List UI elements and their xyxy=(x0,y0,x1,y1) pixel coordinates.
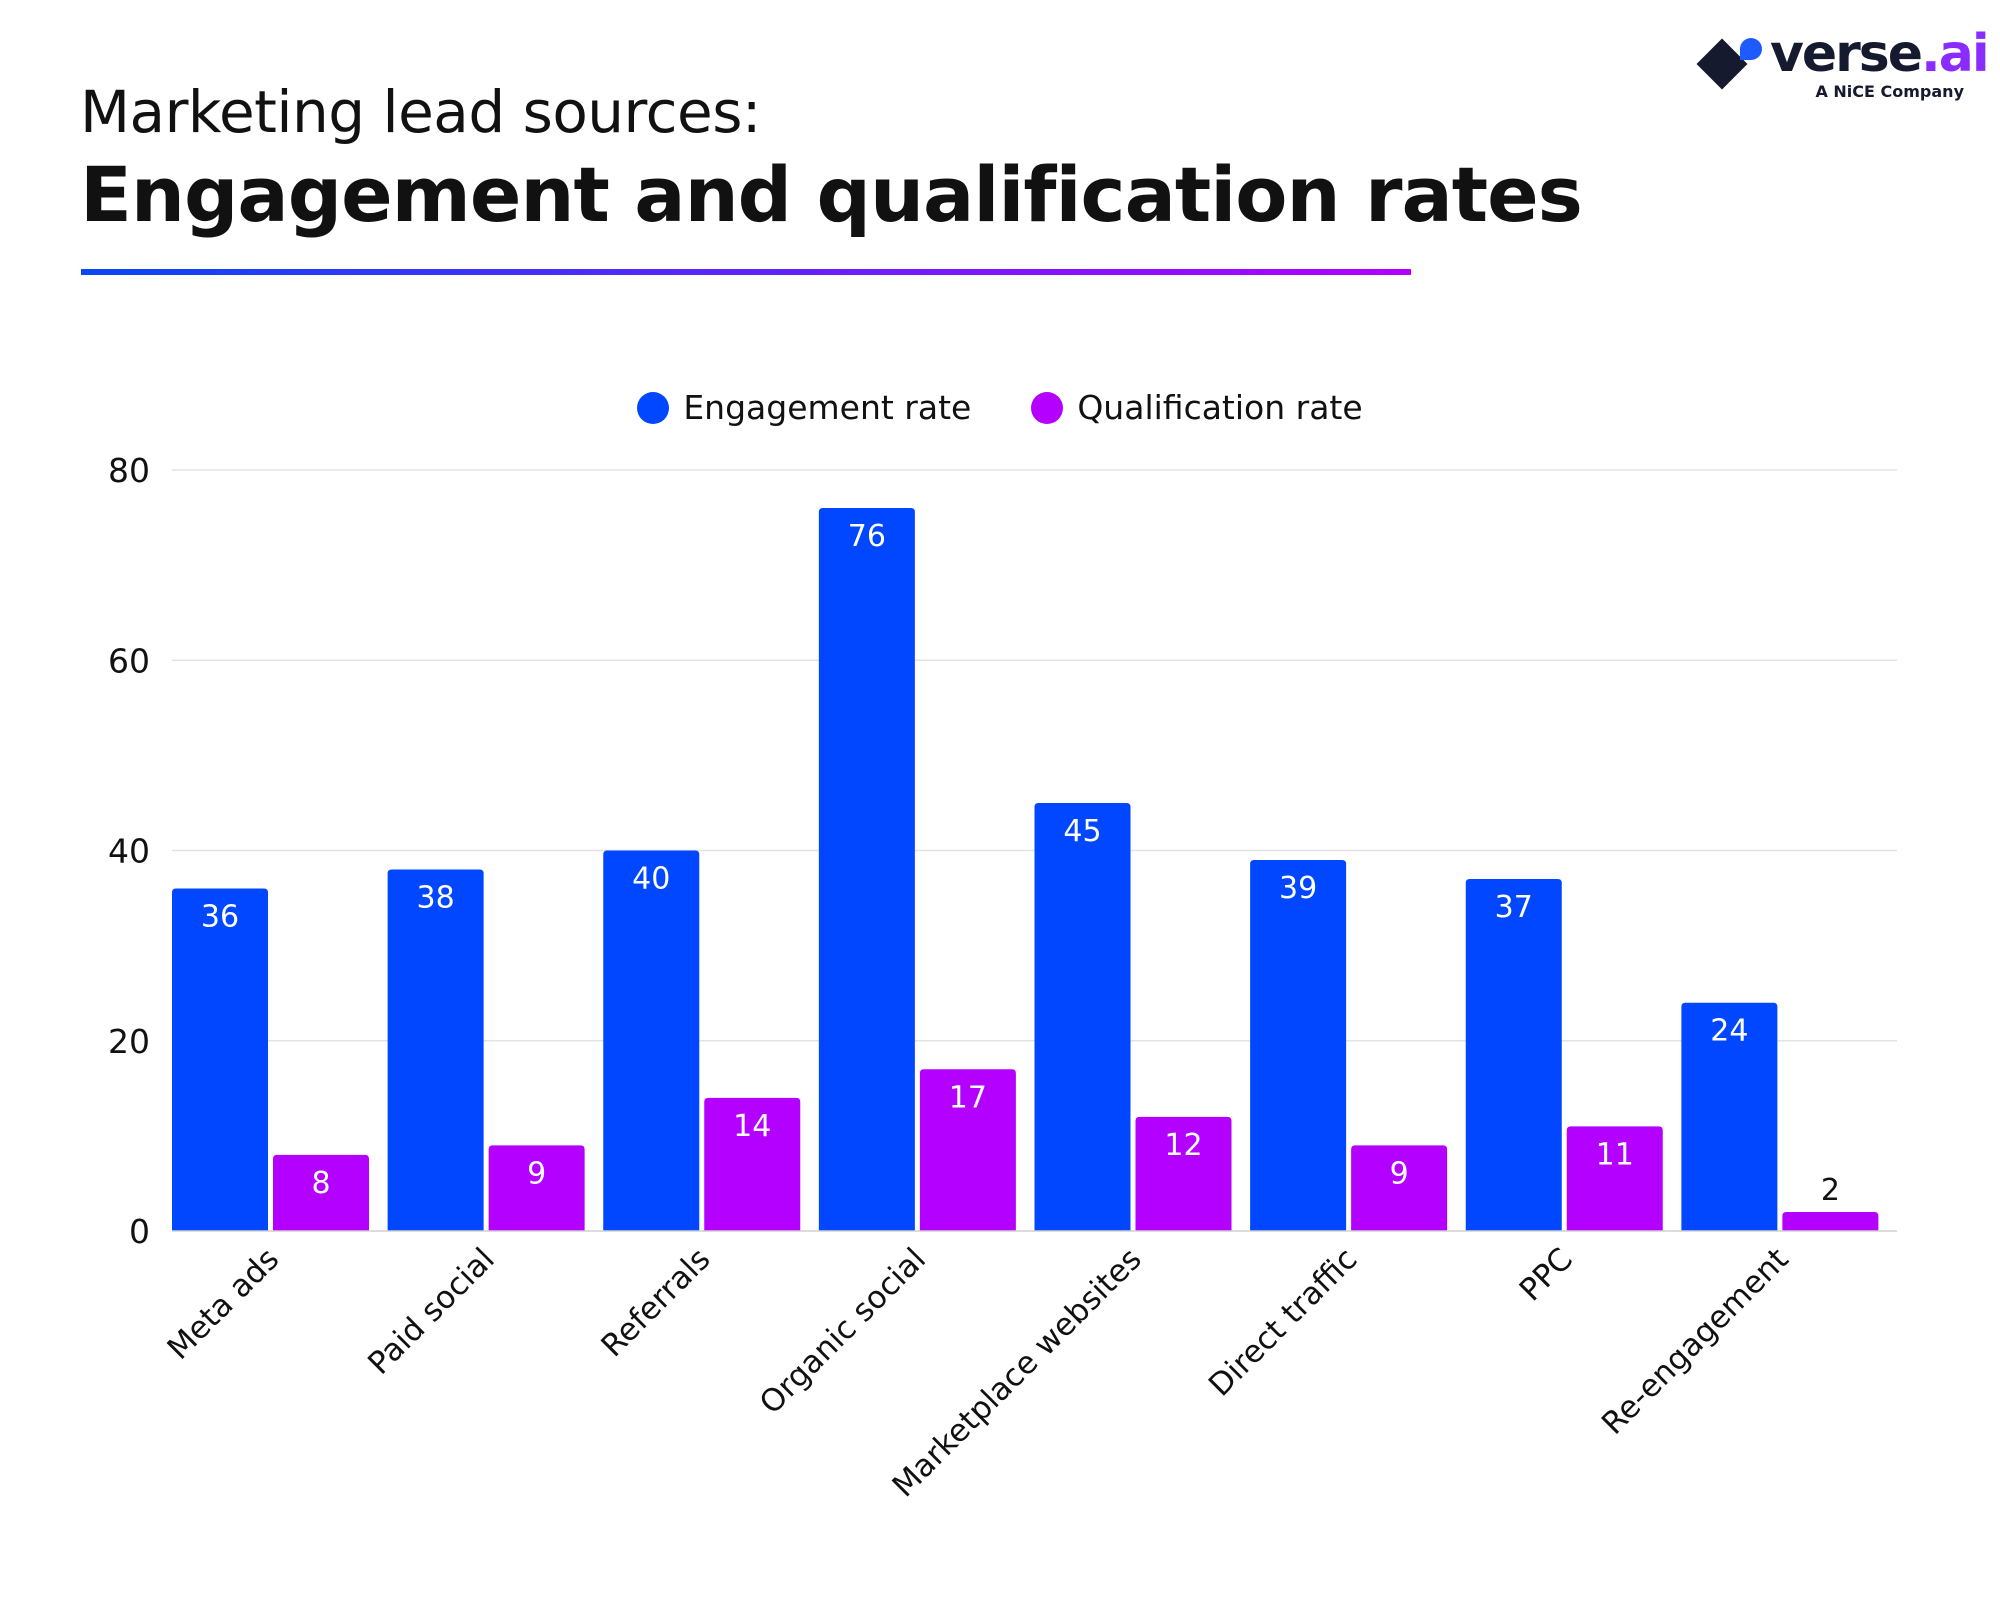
x-tick-label: Meta ads xyxy=(161,1241,287,1367)
data-label: 12 xyxy=(1164,1128,1202,1163)
y-tick-label: 80 xyxy=(108,451,150,490)
y-tick-label: 40 xyxy=(108,832,150,871)
bar-qualification xyxy=(273,1154,369,1231)
bar-engagement xyxy=(1250,860,1347,1231)
bar-qualification xyxy=(1566,1126,1663,1231)
legend-label: Qualification rate xyxy=(1077,388,1363,427)
legend: Engagement rate Qualification rate xyxy=(0,388,2000,427)
data-label: 45 xyxy=(1063,814,1101,849)
y-tick-label: 20 xyxy=(108,1022,150,1061)
logo-wordmark: verse.ai xyxy=(1770,24,1990,84)
subtitle: Marketing lead sources: xyxy=(80,78,761,146)
legend-item-engagement: Engagement rate xyxy=(637,388,971,427)
data-label: 37 xyxy=(1495,890,1533,925)
logo-tagline: A NiCE Company xyxy=(1815,82,1964,101)
data-label: 11 xyxy=(1596,1137,1634,1172)
bar-qualification xyxy=(1351,1145,1448,1231)
data-label: 17 xyxy=(949,1080,987,1115)
x-tick-label: PPC xyxy=(1513,1241,1580,1308)
legend-item-qualification: Qualification rate xyxy=(1031,388,1363,427)
data-label: 36 xyxy=(201,900,239,935)
x-tick-label: Paid social xyxy=(361,1241,502,1382)
x-tick-label: Re-engagement xyxy=(1595,1241,1796,1442)
bar-qualification xyxy=(1135,1116,1232,1231)
x-tick-label: Direct traffic xyxy=(1202,1241,1364,1403)
title-underline xyxy=(81,269,1411,275)
bar-qualification xyxy=(919,1069,1016,1231)
bar-qualification xyxy=(1782,1211,1879,1231)
x-tick-label: Marketplace websites xyxy=(886,1241,1149,1504)
y-tick-label: 60 xyxy=(108,641,150,680)
logo-speech-bubble-icon xyxy=(1740,38,1762,60)
data-label: 38 xyxy=(417,881,455,916)
bar-qualification xyxy=(704,1097,801,1231)
data-label: 9 xyxy=(1390,1156,1409,1191)
data-label: 8 xyxy=(311,1166,330,1201)
data-label: 9 xyxy=(527,1156,546,1191)
bar-engagement xyxy=(172,888,268,1231)
data-label: 24 xyxy=(1710,1014,1748,1049)
y-tick-label: 0 xyxy=(129,1212,150,1251)
data-label: 76 xyxy=(848,519,886,554)
bar-engagement xyxy=(603,850,700,1231)
x-tick-label: Referrals xyxy=(594,1241,717,1364)
legend-swatch-qualification xyxy=(1031,391,1064,424)
x-tick-label: Organic social xyxy=(753,1241,933,1421)
data-label: 2 xyxy=(1821,1173,1840,1208)
page-title: Engagement and qualification rates xyxy=(80,150,1583,239)
bar-engagement xyxy=(1465,879,1562,1231)
data-label: 14 xyxy=(733,1109,771,1144)
bar-engagement xyxy=(1681,1002,1778,1231)
bar-engagement xyxy=(387,869,484,1231)
data-label: 40 xyxy=(632,862,670,897)
bar-engagement xyxy=(818,508,915,1231)
verse-ai-logo: verse.ai A NiCE Company xyxy=(1690,24,1990,105)
data-label: 39 xyxy=(1279,871,1317,906)
legend-label: Engagement rate xyxy=(683,388,972,427)
legend-swatch-engagement xyxy=(637,391,670,424)
bar-qualification xyxy=(488,1145,585,1231)
bar-engagement xyxy=(1034,802,1131,1231)
